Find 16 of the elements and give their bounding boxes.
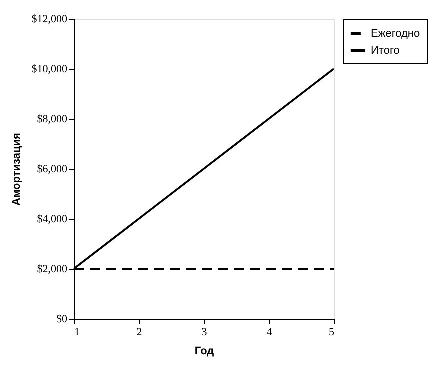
- y-tick-label: $6,000: [37, 164, 68, 176]
- x-axis-title: Год: [194, 346, 214, 358]
- x-tick-label: 2: [136, 326, 142, 338]
- y-tick-label: $8,000: [37, 114, 68, 126]
- y-axis-title: Амортизация: [10, 133, 23, 206]
- x-tick-label: 1: [74, 326, 80, 338]
- legend-label: Итого: [371, 45, 400, 57]
- y-tick-label: $12,000: [32, 14, 68, 26]
- y-tick-label: $0: [56, 314, 68, 326]
- y-tick-label: $10,000: [32, 64, 68, 76]
- x-tick-label: 3: [202, 326, 208, 338]
- x-tick-label: 5: [329, 326, 335, 338]
- y-tick-label: $2,000: [37, 264, 68, 276]
- legend-label: Ежегодно: [371, 28, 420, 40]
- x-tick-label: 4: [266, 326, 273, 338]
- y-tick-label: $4,000: [37, 214, 68, 226]
